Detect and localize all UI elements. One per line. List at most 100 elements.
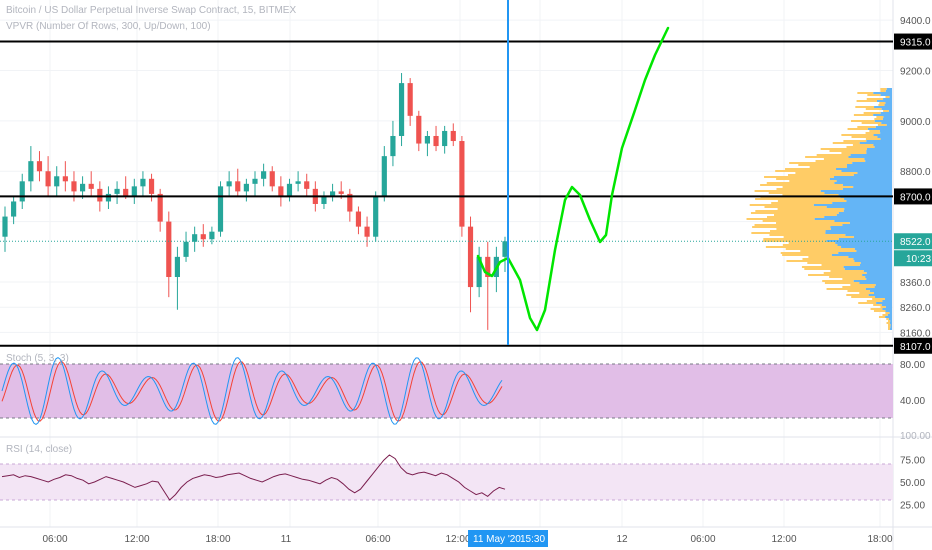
vpvr-up-bar: [846, 166, 892, 168]
candle-body: [416, 115, 422, 144]
vpvr-up-bar: [836, 214, 892, 216]
vpvr-down-bar: [766, 216, 825, 218]
vpvr-down-bar: [855, 106, 875, 108]
candle-body: [105, 193, 112, 202]
vpvr-up-bar: [824, 192, 892, 194]
vpvr-down-bar: [888, 326, 891, 328]
level-label-2: 8107.0: [900, 342, 931, 353]
vpvr-down-bar: [842, 278, 867, 280]
candle-body: [174, 256, 180, 278]
stoch-band: [0, 364, 893, 418]
vpvr-down-bar: [780, 252, 839, 254]
vpvr-up-bar: [859, 282, 892, 284]
vpvr-up-bar: [884, 104, 892, 106]
level-label-1: 8700.0: [900, 192, 931, 203]
candle-body: [355, 211, 362, 227]
candle-body: [243, 183, 249, 192]
vpvr-down-bar: [777, 200, 847, 202]
vpvr-down-bar: [853, 114, 874, 116]
vpvr-up-bar: [886, 124, 892, 126]
vpvr-down-bar: [783, 236, 854, 238]
candle-body: [192, 234, 198, 242]
candle-body: [131, 186, 137, 197]
vpvr-down-bar: [775, 170, 842, 172]
candle-body: [450, 130, 456, 142]
candle-body: [45, 171, 51, 187]
vpvr-up-bar: [853, 258, 892, 260]
vpvr-down-bar: [872, 298, 885, 300]
vpvr-up-bar: [838, 194, 892, 196]
vpvr-up-bar: [874, 120, 892, 122]
candle-body: [269, 171, 275, 187]
vpvr-down-bar: [829, 276, 866, 278]
vpvr-down-bar: [847, 290, 870, 292]
vpvr-up-bar: [881, 108, 892, 110]
time-tick-9: 12:00: [771, 534, 796, 545]
level-label-0: 9315.0: [900, 38, 931, 49]
candle-body: [442, 130, 448, 147]
vpvr-down-bar: [857, 92, 874, 94]
vpvr-down-bar: [870, 308, 883, 310]
vpvr-up-bar: [852, 162, 892, 164]
vpvr-up-bar: [844, 208, 892, 210]
vpvr-down-bar: [808, 256, 849, 258]
level-label-bg-1: [894, 188, 932, 205]
vpvr-up-bar: [830, 226, 892, 228]
countdown-bg: [894, 250, 932, 267]
stoch-legend: Stoch (5, 3, 3): [6, 353, 69, 364]
vpvr-up-bar: [889, 322, 892, 324]
vpvr-up-bar: [882, 118, 892, 120]
rsi-band: [0, 464, 893, 500]
candle-body: [252, 178, 258, 184]
vpvr-down-bar: [885, 312, 890, 314]
vpvr-down-bar: [873, 310, 886, 312]
price-tick-4: 8800.0: [900, 167, 931, 178]
countdown-label: 10:23: [906, 254, 931, 265]
symbol-legend: Bitcoin / US Dollar Perpetual Inverse Sw…: [6, 5, 297, 16]
vpvr-up-bar: [820, 190, 892, 192]
vpvr-up-bar: [874, 286, 892, 288]
vpvr-up-bar: [874, 146, 892, 148]
projection-path: [476, 26, 670, 332]
vpvr-down-bar: [795, 172, 858, 174]
vpvr-down-bar: [755, 210, 844, 212]
vpvr-up-bar: [848, 156, 892, 158]
cursor-date-label: 11 May '20: [473, 534, 521, 545]
vpvr-up-bar: [885, 90, 892, 92]
vpvr-down-bar: [859, 292, 875, 294]
vpvr-down-bar: [888, 320, 891, 322]
vpvr-down-bar: [851, 136, 878, 138]
vpvr-up-bar: [836, 180, 892, 182]
candle-body: [330, 191, 336, 197]
candle-body: [364, 226, 370, 237]
vpvr-up-bar: [844, 198, 892, 200]
vpvr-up-bar: [880, 112, 892, 114]
candle-body: [459, 141, 465, 227]
vpvr-down-bar: [809, 166, 847, 168]
vpvr-up-bar: [853, 174, 892, 176]
vpvr-up-bar: [865, 276, 892, 278]
vpvr-up-bar: [868, 294, 892, 296]
candle-body: [88, 183, 94, 189]
vpvr-up-bar: [875, 296, 892, 298]
time-tick-0: 06:00: [42, 534, 67, 545]
time-tick-10: 18:00: [867, 534, 892, 545]
candle-body: [97, 188, 103, 202]
vpvr-up-bar: [859, 264, 892, 266]
vpvr-down-bar: [888, 324, 891, 326]
vpvr-up-bar: [825, 232, 892, 234]
candle-body: [373, 196, 379, 237]
vpvr-down-bar: [764, 206, 827, 208]
vpvr-up-bar: [890, 320, 892, 322]
vpvr-up-bar: [854, 260, 892, 262]
vpvr-up-bar: [833, 176, 892, 178]
vpvr-down-bar: [805, 156, 849, 158]
rsi-tick-1: 50.00: [900, 478, 925, 489]
vpvr-down-bar: [798, 164, 847, 166]
candle-body: [347, 193, 353, 212]
vpvr-up-bar: [885, 310, 892, 312]
vpvr-up-bar: [865, 160, 892, 162]
candle-body: [28, 161, 34, 182]
vpvr-up-bar: [853, 186, 892, 188]
